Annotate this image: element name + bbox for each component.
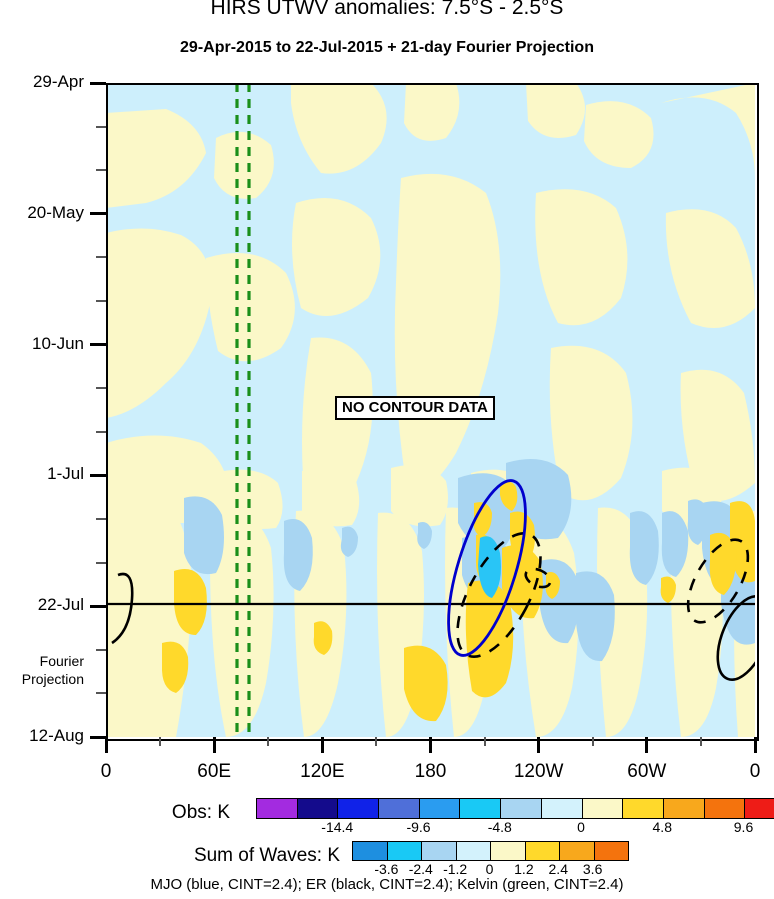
colorbar-tick-1: -2.4 <box>408 861 433 877</box>
y-tick-minor-8 <box>96 430 106 433</box>
y-tick-major-5 <box>90 735 106 739</box>
colorbar-swatch-7 <box>541 799 583 818</box>
colorbar-tick-0: -14.4 <box>321 819 354 835</box>
colorbar-tick-2: -4.8 <box>487 819 512 835</box>
x-axis-label-5: 60W <box>627 761 667 782</box>
colorbar-swatch-9 <box>623 799 664 818</box>
hovmoller-plot-area: NO CONTOUR DATA <box>106 83 755 737</box>
x-axis-label-1: 60E <box>197 761 232 782</box>
y-tick-minor-13 <box>96 648 106 651</box>
colorbar-swatch-1 <box>297 799 339 818</box>
y-axis-label-0: 29-Apr <box>32 72 84 91</box>
colorbar-tick-5: 2.4 <box>548 861 568 877</box>
x-tick-major-2 <box>320 737 324 753</box>
er-wave-contours-solid <box>111 572 755 681</box>
colorbar-swatch-8 <box>582 799 624 818</box>
fourier-projection-line-1: Fourier <box>39 652 84 669</box>
x-tick-minor-5 <box>375 737 378 746</box>
colorbar-swatch-1 <box>387 842 422 860</box>
y-axis-label-4: 22-Jul <box>37 595 84 615</box>
colorbar-tick-4: 1.2 <box>514 861 534 877</box>
fourier-projection-line-2: Projection <box>21 670 84 687</box>
colorbar-swatch-10 <box>663 799 705 818</box>
obs-colorbar <box>256 798 774 819</box>
er-wave-contours <box>456 532 750 658</box>
x-axis-label-6: 0 <box>749 761 761 782</box>
colorbar-swatch-2 <box>338 799 380 818</box>
y-tick-minor-10 <box>96 518 106 520</box>
colorbar-tick-4: 4.8 <box>652 819 672 835</box>
y-tick-major-3 <box>90 473 106 477</box>
colorbar-tick-2: -1.2 <box>443 861 468 877</box>
colorbar-swatch-3 <box>379 799 420 818</box>
y-tick-minor-2 <box>96 169 106 172</box>
colorbar-swatch-4 <box>491 842 526 860</box>
colorbar-swatch-6 <box>560 842 595 860</box>
colorbar-swatch-5 <box>460 799 502 818</box>
colorbar-swatch-11 <box>704 799 746 818</box>
waves-colorbar <box>352 841 629 861</box>
no-contour-data-label: NO CONTOUR DATA <box>335 396 495 420</box>
x-tick-major-0 <box>104 737 108 753</box>
x-axis-label-2: 120E <box>300 761 345 782</box>
page-title: HIRS UTWV anomalies: 7.5°S - 2.5°S <box>210 0 564 19</box>
x-tick-minor-9 <box>591 737 594 746</box>
x-tick-minor-1 <box>159 737 162 746</box>
y-tick-major-0 <box>90 81 106 85</box>
wave-legend-caption: MJO (blue, CINT=2.4); ER (black, CINT=2.… <box>150 876 624 893</box>
colorbar-swatch-6 <box>501 799 542 818</box>
colorbar-swatch-4 <box>419 799 461 818</box>
y-tick-major-4 <box>90 604 106 608</box>
colorbar-swatch-0 <box>257 799 298 818</box>
colorbar-swatch-5 <box>525 842 560 860</box>
colorbar-swatch-2 <box>422 842 457 860</box>
x-axis-label-0: 0 <box>100 761 112 782</box>
colorbar-tick-5: 9.6 <box>733 819 754 835</box>
x-tick-major-5 <box>645 737 649 753</box>
x-tick-major-4 <box>537 737 541 753</box>
y-tick-minor-1 <box>96 125 106 128</box>
colorbar-swatch-12 <box>745 799 774 818</box>
x-tick-minor-7 <box>483 737 486 746</box>
x-tick-minor-11 <box>699 737 702 746</box>
colorbar-swatch-7 <box>594 842 628 860</box>
x-tick-major-6 <box>753 737 757 753</box>
colorbar-tick-3: 0 <box>577 819 585 835</box>
colorbar-tick-3: 0 <box>485 861 494 877</box>
y-axis-label-3: 1-Jul <box>47 464 84 484</box>
y-tick-minor-4 <box>96 256 106 259</box>
y-axis-label-2: 10-Jun <box>32 333 84 353</box>
x-tick-major-1 <box>212 737 216 753</box>
x-axis-label-4: 120W <box>513 761 564 782</box>
colorbar-tick-0: -3.6 <box>374 861 399 877</box>
y-tick-minor-14 <box>96 692 106 695</box>
y-tick-minor-11 <box>96 561 106 564</box>
waves-colorbar-label: Sum of Waves: K <box>193 845 340 866</box>
y-axis-label-5: 12-Aug <box>29 726 84 745</box>
x-tick-minor-3 <box>267 737 270 746</box>
y-tick-minor-5 <box>96 300 106 302</box>
colorbar-tick-6: 3.6 <box>582 861 603 877</box>
y-tick-major-1 <box>90 212 106 216</box>
page-subtitle: 29-Apr-2015 to 22-Jul-2015 + 21-day Four… <box>180 39 594 56</box>
colorbar-tick-1: -9.6 <box>406 819 431 835</box>
y-tick-major-2 <box>90 343 106 347</box>
obs-colorbar-label: Obs: K <box>171 802 230 823</box>
y-axis-label-1: 20-May <box>27 202 84 222</box>
y-tick-minor-7 <box>96 387 106 390</box>
colorbar-swatch-0 <box>353 842 388 860</box>
x-axis-label-3: 180 <box>414 761 447 782</box>
x-tick-major-3 <box>429 737 432 753</box>
shaded-field <box>106 83 755 737</box>
mjo-wave-contour <box>447 479 527 657</box>
colorbar-swatch-3 <box>456 842 491 860</box>
